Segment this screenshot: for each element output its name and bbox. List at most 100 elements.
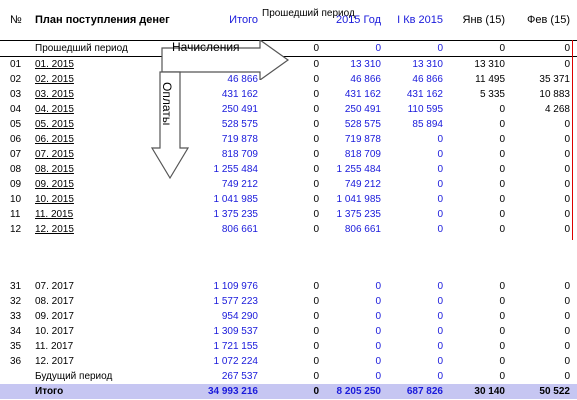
period-link-text[interactable]: 10. 2015 (35, 194, 74, 205)
row-name: Прошедший период (35, 43, 128, 54)
cell-q1: 0 (437, 43, 443, 54)
table-row: 33 09. 2017 954 290 0 0 0 0 0 (0, 309, 577, 324)
cell-past: 0 (313, 356, 319, 367)
table-row: 07 07. 2015 818 709 0 818 709 0 0 0 (0, 147, 577, 162)
row-number: 33 (10, 311, 22, 322)
period-link-text[interactable]: 09. 2015 (35, 179, 74, 190)
cell-feb: 0 (564, 149, 570, 160)
row-number: 05 (10, 119, 22, 130)
cell-jan: 0 (499, 341, 505, 352)
cell-total: 1 072 224 (213, 356, 259, 367)
period-link-text[interactable]: 12. 2015 (35, 224, 74, 235)
row-period-link[interactable]: 08. 2015 (35, 162, 155, 177)
cell-feb: 0 (564, 341, 570, 352)
header-num: № (10, 14, 22, 26)
period-link-text[interactable]: 03. 2015 (35, 89, 74, 100)
row-period-link[interactable]: 09. 2015 (35, 177, 155, 192)
row-period-link[interactable]: 06. 2015 (35, 132, 155, 147)
cell-year: 818 709 (344, 149, 381, 160)
cell-past: 0 (313, 209, 319, 220)
period-link-text[interactable]: 08. 2015 (35, 164, 74, 175)
cell-year: 0 (375, 43, 381, 54)
period-link-text[interactable]: 07. 2015 (35, 149, 74, 160)
cell-feb: 0 (564, 356, 570, 367)
cell-past: 0 (313, 89, 319, 100)
cell-past: 0 (313, 296, 319, 307)
period-link-text[interactable]: 08. 2017 (35, 296, 74, 307)
period-link-text[interactable]: 04. 2015 (35, 104, 74, 115)
period-link-text[interactable]: 10. 2017 (35, 326, 74, 337)
period-link-text[interactable]: 12. 2017 (35, 356, 74, 367)
cell-total: 46 866 (227, 74, 258, 85)
cell-year: 46 866 (350, 74, 381, 85)
table-row: 04 04. 2015 250 491 0 250 491 110 595 0 4 268 (0, 102, 577, 117)
column-divider-line (572, 40, 573, 240)
row-period-link[interactable]: 12. 2017 (35, 354, 155, 369)
row-period-link[interactable]: 04. 2015 (35, 102, 155, 117)
row-period-link[interactable]: 05. 2015 (35, 117, 155, 132)
header-total[interactable]: Итого (229, 14, 258, 26)
header-year-2015[interactable]: 2015 Год (335, 14, 381, 26)
row-period-link[interactable]: 12. 2015 (35, 222, 155, 237)
period-link-text[interactable]: 09. 2017 (35, 311, 74, 322)
row-number: 08 (10, 164, 22, 175)
row-period-link[interactable]: 11. 2017 (35, 339, 155, 354)
cell-total: 528 575 (221, 119, 258, 130)
cell-feb: 0 (564, 371, 570, 382)
header-jan-15: Янв (15) (462, 14, 505, 26)
cell-jan: 11 495 (475, 74, 505, 85)
row-period-link[interactable]: 07. 2015 (35, 147, 155, 162)
cell-year: 1 255 484 (336, 164, 382, 175)
row-period-link[interactable]: 10. 2017 (35, 324, 155, 339)
cell-year: 806 661 (344, 224, 381, 235)
period-link-text[interactable]: 06. 2015 (35, 134, 74, 145)
past-period-row: Прошедший период 0 0 0 0 0 (0, 41, 577, 57)
period-link-text[interactable]: 11. 2017 (35, 341, 74, 352)
cell-total: 34 993 216 (207, 386, 258, 397)
row-name: Итого (35, 386, 64, 397)
cell-past: 0 (313, 179, 319, 190)
row-period-link[interactable]: 02. 2015 (35, 72, 155, 87)
row-number: 32 (10, 296, 22, 307)
cell-year: 0 (375, 341, 381, 352)
period-link-text[interactable]: 05. 2015 (35, 119, 74, 130)
period-link-text[interactable]: 01. 2015 (35, 59, 74, 70)
cell-past: 0 (313, 326, 319, 337)
row-period-link[interactable]: 11. 2015 (35, 207, 155, 222)
table-row: 32 08. 2017 1 577 223 0 0 0 0 0 (0, 294, 577, 309)
period-link-text[interactable]: 07. 2017 (35, 281, 74, 292)
future-period-row: Будущий период 267 537 0 0 0 0 0 (0, 369, 577, 384)
row-period-link[interactable]: 01. 2015 (35, 57, 155, 72)
payments-arrow-icon (150, 71, 190, 180)
header-feb-15: Фев (15) (527, 14, 570, 26)
cell-total: 1 721 155 (213, 341, 259, 352)
cell-jan: 0 (499, 134, 505, 145)
row-period-link[interactable]: 09. 2017 (35, 309, 155, 324)
cell-feb: 50 522 (539, 386, 570, 397)
accruals-label: Начисления (172, 40, 240, 54)
payments-label: Оплаты (160, 82, 174, 126)
cell-jan: 0 (499, 209, 505, 220)
period-link-text[interactable]: 11. 2015 (35, 209, 74, 220)
cell-past: 0 (313, 119, 319, 130)
cell-past: 0 (313, 59, 319, 70)
row-period-link[interactable]: 07. 2017 (35, 279, 155, 294)
row-period-link[interactable]: 10. 2015 (35, 192, 155, 207)
total-row: Итого 34 993 216 0 8 205 250 687 826 30 … (0, 384, 577, 399)
row-number: 06 (10, 134, 22, 145)
cell-jan: 5 335 (479, 89, 505, 100)
cell-jan: 13 310 (474, 59, 505, 70)
row-number: 36 (10, 356, 22, 367)
table-row: 35 11. 2017 1 721 155 0 0 0 0 0 (0, 339, 577, 354)
cell-total: 431 162 (221, 89, 258, 100)
table-header: № План поступления денег Итого Прошедший… (0, 0, 577, 41)
row-period-link[interactable]: 03. 2015 (35, 87, 155, 102)
row-period-link[interactable]: 08. 2017 (35, 294, 155, 309)
row-number: 09 (10, 179, 22, 190)
header-past-period: Прошедший период (262, 8, 355, 19)
period-link-text[interactable]: 02. 2015 (35, 74, 74, 85)
row-number: 11 (10, 209, 21, 220)
cell-feb: 0 (564, 296, 570, 307)
cell-total: 806 661 (221, 224, 258, 235)
header-q1-2015[interactable]: I Кв 2015 (397, 14, 443, 26)
